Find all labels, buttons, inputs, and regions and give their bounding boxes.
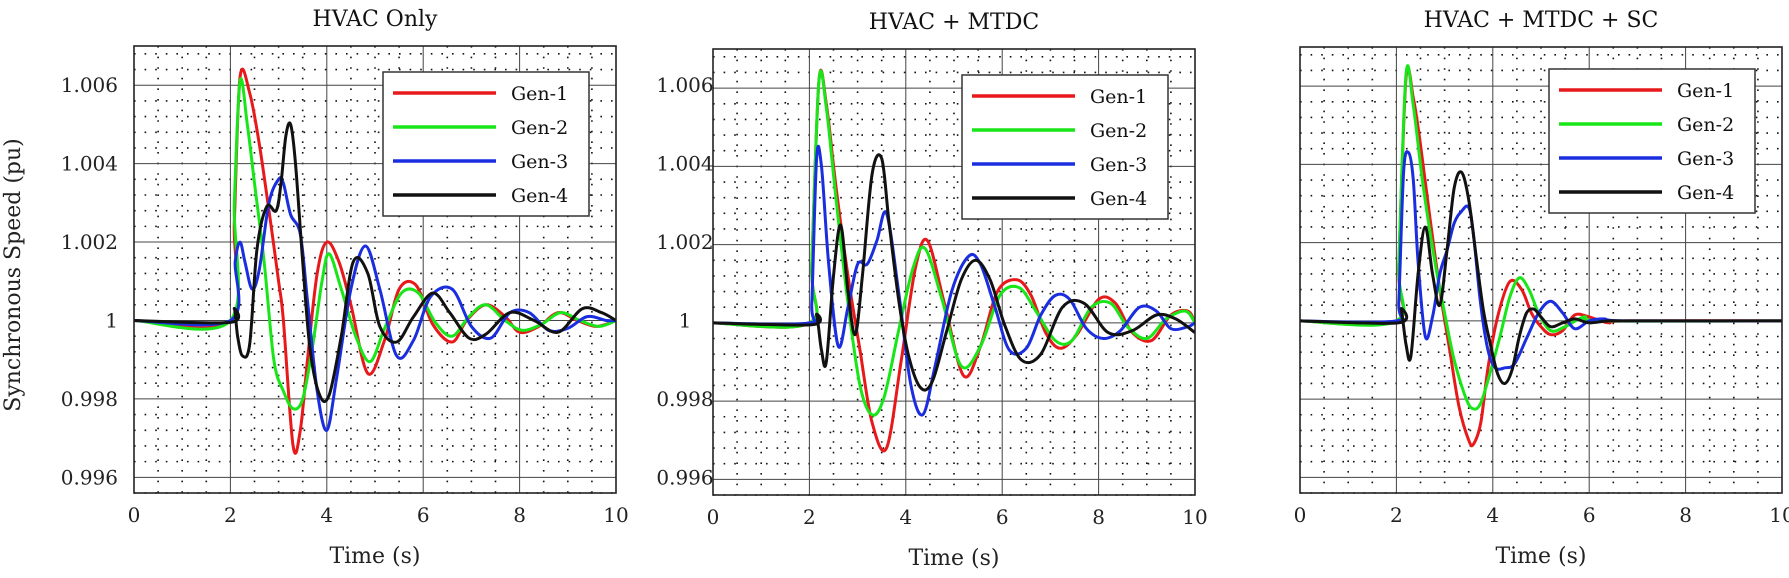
legend-label: Gen-3 bbox=[511, 151, 568, 173]
chart-title: HVAC Only bbox=[313, 7, 439, 32]
series-line-gen-2 bbox=[713, 69, 1195, 417]
legend-label: Gen-1 bbox=[1090, 86, 1147, 108]
x-tick-label: 10 bbox=[1769, 503, 1789, 527]
y-tick-label: 1.002 bbox=[656, 230, 713, 254]
y-tick-label: 0.996 bbox=[61, 465, 118, 489]
x-tick-label: 2 bbox=[803, 505, 816, 529]
legend: Gen-1 Gen-2 Gen-3 Gen-4 bbox=[961, 74, 1169, 220]
series-line-gen-4 bbox=[134, 121, 616, 404]
x-tick-label: 4 bbox=[320, 503, 333, 527]
x-tick-label: 4 bbox=[1486, 503, 1499, 527]
legend: Gen-1 Gen-2 Gen-3 Gen-4 bbox=[1548, 68, 1756, 214]
x-tick-label: 8 bbox=[513, 503, 526, 527]
x-tick-label: 8 bbox=[1679, 503, 1692, 527]
legend-box bbox=[961, 74, 1169, 220]
x-tick-label: 4 bbox=[899, 505, 912, 529]
x-axis-label: Time (s) bbox=[1495, 544, 1586, 569]
legend-box bbox=[382, 71, 590, 217]
y-axis-label: Synchronous Speed (pu) bbox=[1, 138, 26, 411]
plot-frame bbox=[712, 48, 1196, 496]
legend-box bbox=[1548, 68, 1756, 214]
legend-label: Gen-2 bbox=[1677, 114, 1734, 136]
x-tick-label: 6 bbox=[1583, 503, 1596, 527]
legend-label: Gen-2 bbox=[511, 117, 568, 139]
x-tick-label: 0 bbox=[1294, 503, 1307, 527]
y-tick-label: 1 bbox=[105, 308, 118, 332]
y-tick-label: 1.006 bbox=[61, 73, 118, 97]
y-tick-label: 0.996 bbox=[656, 465, 713, 489]
legend-label: Gen-4 bbox=[511, 185, 568, 207]
series-line-gen-3 bbox=[713, 144, 1195, 417]
legend: Gen-1 Gen-2 Gen-3 Gen-4 bbox=[382, 71, 590, 217]
y-tick-label: 1.002 bbox=[61, 230, 118, 254]
y-tick-label: 0.998 bbox=[656, 387, 713, 411]
x-tick-label: 6 bbox=[996, 505, 1009, 529]
series-lines bbox=[1300, 64, 1782, 448]
legend-label: Gen-3 bbox=[1090, 154, 1147, 176]
y-tick-label: 1.004 bbox=[61, 152, 118, 176]
series-line-gen-2 bbox=[134, 77, 616, 411]
y-tick-label: 1 bbox=[679, 308, 692, 332]
y-tick-label: 0.998 bbox=[61, 387, 118, 411]
legend-label: Gen-4 bbox=[1677, 182, 1734, 204]
legend-label: Gen-3 bbox=[1677, 148, 1734, 170]
x-tick-label: 6 bbox=[417, 503, 430, 527]
y-tick-label: 1.006 bbox=[656, 73, 713, 97]
chart-panel-1: HVAC Only 0 2 4 6 8 10 Time (s) 0.996 0.996 0.998 0… bbox=[61, 7, 714, 569]
x-tick-label: 0 bbox=[707, 505, 720, 529]
legend-label: Gen-2 bbox=[1090, 120, 1147, 142]
x-axis-label: Time (s) bbox=[908, 546, 999, 571]
series-line-gen-2 bbox=[1300, 64, 1782, 411]
series-lines bbox=[713, 68, 1195, 453]
legend-label: Gen-1 bbox=[511, 83, 568, 105]
x-tick-label: 0 bbox=[128, 503, 141, 527]
series-line-gen-3 bbox=[134, 176, 616, 432]
x-tick-label: 2 bbox=[224, 503, 237, 527]
x-axis-label: Time (s) bbox=[329, 544, 420, 569]
x-tick-label: 2 bbox=[1390, 503, 1403, 527]
chart-title: HVAC + MTDC + SC bbox=[1424, 8, 1659, 33]
legend-label: Gen-4 bbox=[1090, 188, 1147, 210]
plot-frame bbox=[1299, 46, 1783, 494]
series-lines bbox=[134, 67, 616, 455]
series-line-gen-4 bbox=[713, 153, 1195, 392]
x-tick-label: 8 bbox=[1092, 505, 1105, 529]
series-line-gen-4 bbox=[1300, 170, 1782, 386]
legend-label: Gen-1 bbox=[1677, 80, 1734, 102]
x-tick-label: 10 bbox=[603, 503, 628, 527]
plot-frame bbox=[133, 45, 617, 494]
chart-title: HVAC + MTDC bbox=[869, 10, 1039, 35]
y-tick-label: 1.004 bbox=[656, 152, 713, 176]
x-tick-label: 10 bbox=[1182, 505, 1207, 529]
